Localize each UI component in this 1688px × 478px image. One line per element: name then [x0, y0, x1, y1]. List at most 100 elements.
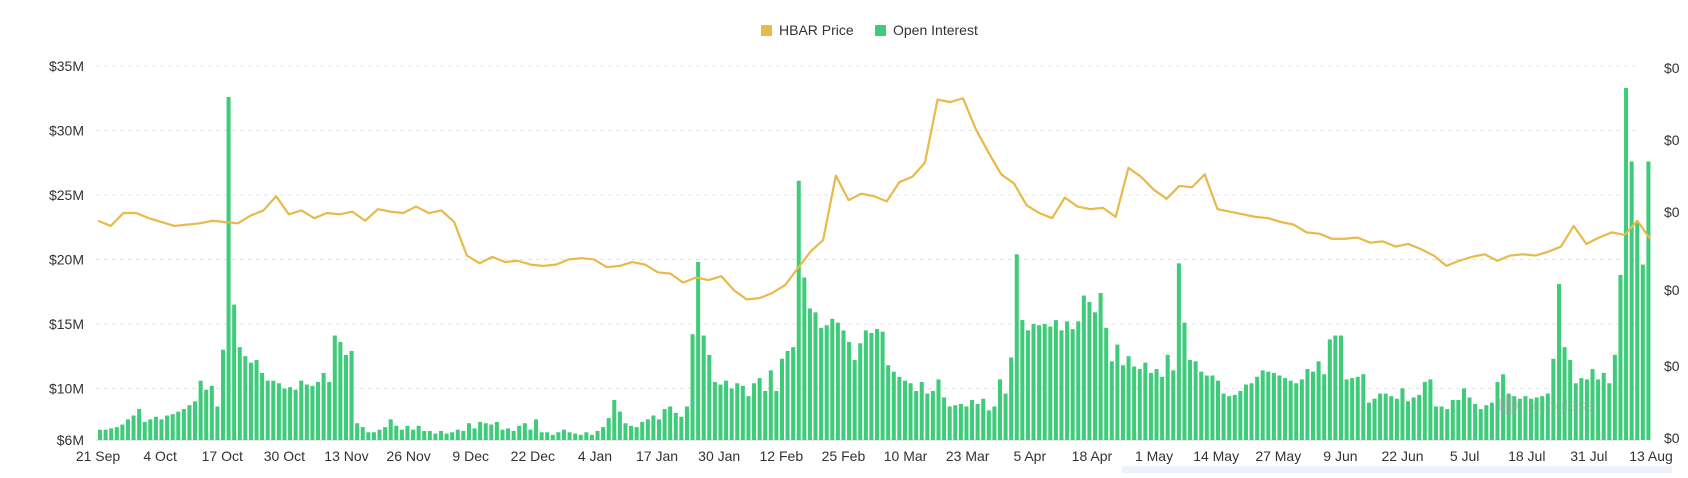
- open-interest-bar: [1025, 330, 1030, 440]
- open-interest-bar: [371, 432, 376, 440]
- x-tick-label: 17 Oct: [202, 448, 243, 464]
- x-tick-label: 4 Oct: [143, 448, 177, 464]
- legend-swatch-price: [761, 25, 772, 36]
- open-interest-bar: [1215, 380, 1221, 440]
- open-interest-bar: [1311, 371, 1316, 440]
- legend-label-price[interactable]: HBAR Price: [779, 22, 854, 38]
- x-tick-label: 25 Feb: [822, 448, 866, 464]
- open-interest-bar: [1540, 396, 1545, 440]
- open-interest-bar: [858, 343, 863, 440]
- open-interest-bar: [539, 432, 544, 440]
- open-interest-bar: [338, 341, 343, 440]
- open-interest-bar: [1210, 375, 1215, 440]
- open-interest-bar: [1238, 390, 1243, 440]
- open-interest-bar: [679, 416, 684, 440]
- open-interest-bar: [478, 421, 483, 440]
- open-interest-bar: [1081, 295, 1086, 440]
- open-interest-bar: [148, 419, 153, 440]
- open-interest-bar: [1523, 396, 1528, 440]
- open-interest-bar: [908, 383, 913, 440]
- x-tick-label: 30 Jan: [698, 448, 740, 464]
- open-interest-bar: [645, 419, 650, 440]
- open-interest-bar: [936, 379, 941, 440]
- open-interest-bar: [355, 423, 360, 440]
- open-interest-bar: [791, 347, 796, 440]
- y-left-tick-label: $20M: [49, 251, 84, 267]
- open-interest-bar: [438, 430, 444, 440]
- open-interest-bar: [841, 330, 846, 440]
- open-interest-bar: [1143, 362, 1148, 440]
- open-interest-bar: [953, 405, 958, 440]
- open-interest-bar: [1182, 322, 1187, 440]
- open-interest-bar: [1255, 376, 1260, 440]
- open-interest-bar: [835, 322, 840, 440]
- open-interest-bar: [752, 383, 757, 440]
- open-interest-bar: [120, 424, 125, 440]
- open-interest-bar: [1573, 383, 1578, 440]
- open-interest-bar: [1529, 398, 1534, 440]
- open-interest-bar: [260, 372, 265, 440]
- x-tick-label: 14 May: [1193, 448, 1239, 464]
- open-interest-bar: [875, 329, 880, 440]
- open-interest-bar: [796, 180, 801, 440]
- open-interest-bar: [310, 385, 315, 440]
- open-interest-bar: [1098, 292, 1103, 440]
- open-interest-bar: [444, 433, 449, 440]
- open-interest-bar: [416, 425, 421, 440]
- open-interest-bar: [813, 312, 818, 440]
- open-interest-bar: [450, 432, 455, 440]
- open-interest-bar: [1171, 370, 1176, 440]
- open-interest-bar: [561, 429, 566, 440]
- open-interest-bar: [662, 409, 667, 440]
- open-interest-bar: [891, 371, 896, 440]
- open-interest-bar: [852, 360, 857, 440]
- open-interest-bar: [768, 370, 773, 440]
- open-interest-bar: [1495, 381, 1500, 440]
- open-interest-bar: [422, 430, 427, 440]
- open-interest-bar: [1467, 397, 1472, 440]
- open-interest-bar: [975, 403, 980, 440]
- x-tick-label: 21 Sep: [76, 448, 121, 464]
- open-interest-bar: [1093, 312, 1098, 440]
- x-tick-label: 5 Jul: [1450, 448, 1480, 464]
- open-interest-bar: [1624, 87, 1629, 441]
- open-interest-bar: [1646, 161, 1651, 440]
- open-interest-bar: [1299, 379, 1304, 440]
- open-interest-bar: [517, 425, 522, 440]
- open-interest-bar: [1193, 361, 1198, 440]
- open-interest-bar: [567, 432, 572, 440]
- open-interest-bar: [1568, 360, 1573, 440]
- open-interest-bar: [774, 390, 779, 440]
- open-interest-bar: [701, 335, 706, 440]
- open-interest-bar: [1517, 398, 1522, 440]
- legend-label-open-interest[interactable]: Open Interest: [893, 22, 978, 38]
- open-interest-bar: [1478, 409, 1483, 440]
- open-interest-bar: [1076, 321, 1081, 440]
- open-interest-bar: [897, 376, 902, 440]
- open-interest-bar: [573, 433, 578, 440]
- open-interest-bar: [366, 432, 371, 440]
- open-interest-bar: [360, 427, 365, 440]
- open-interest-bar: [506, 428, 511, 440]
- open-interest-bar: [1596, 379, 1601, 440]
- open-interest-bar: [1014, 254, 1019, 440]
- open-interest-bar: [511, 430, 516, 440]
- open-interest-bar: [399, 429, 404, 440]
- y-right-tick-label: $0: [1664, 282, 1680, 298]
- y-left-tick-label: $10M: [49, 380, 84, 396]
- open-interest-bar: [1020, 320, 1025, 440]
- open-interest-bar: [1445, 409, 1450, 440]
- open-interest-bar: [1294, 383, 1299, 440]
- open-interest-bar: [1070, 329, 1075, 440]
- open-interest-bar: [137, 409, 142, 440]
- open-interest-bar: [483, 423, 488, 440]
- y-axis-left: $35M $30M $25M $20M $15M $10M $6M: [49, 58, 84, 448]
- legend-swatch-open-interest: [875, 25, 886, 36]
- legend[interactable]: HBAR Price Open Interest: [761, 22, 978, 38]
- open-interest-bar: [1243, 384, 1248, 440]
- open-interest-bar: [388, 419, 393, 440]
- open-interest-bar: [1305, 369, 1310, 440]
- open-interest-bar: [1590, 369, 1595, 440]
- x-tick-label: 30 Oct: [264, 448, 305, 464]
- open-interest-bar: [1428, 379, 1433, 440]
